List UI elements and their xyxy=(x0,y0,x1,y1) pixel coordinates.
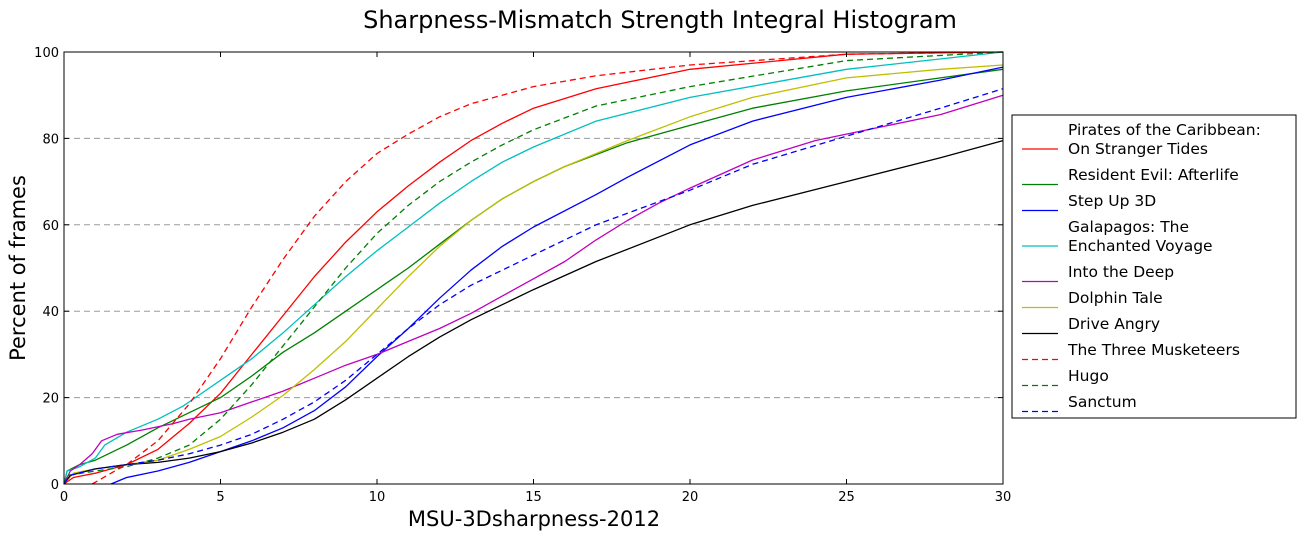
legend: Pirates of the Caribbean:On Stranger Tid… xyxy=(1011,114,1297,419)
x-tick-label: 5 xyxy=(216,490,224,505)
series-line-5 xyxy=(63,64,1004,485)
legend-label: Pirates of the Caribbean: xyxy=(1068,121,1261,139)
legend-frame xyxy=(1011,114,1297,419)
axis-ticks: 0 5 10 15 20 25 30 0 20 40 60 80 100 xyxy=(34,46,1011,505)
y-tick-label: 20 xyxy=(42,392,59,407)
series-line-8 xyxy=(63,51,1004,485)
x-tick-label: 15 xyxy=(525,490,542,505)
grid xyxy=(64,137,1003,399)
x-tick-label: 25 xyxy=(838,490,855,505)
legend-label: Drive Angry xyxy=(1068,315,1160,333)
chart-title: Sharpness-Mismatch Strength Integral His… xyxy=(363,6,957,34)
series-line-7 xyxy=(91,51,1004,485)
series-line-4 xyxy=(63,94,1004,485)
legend-label: Dolphin Tale xyxy=(1068,289,1163,307)
y-tick-label: 60 xyxy=(42,219,59,234)
legend-label: Galapagos: The xyxy=(1068,218,1189,236)
series-line-2 xyxy=(110,66,1004,485)
legend-label: The Three Musketeers xyxy=(1067,341,1240,359)
series-line-0 xyxy=(63,51,1004,485)
legend-label: Sanctum xyxy=(1068,393,1137,411)
legend-label: Into the Deep xyxy=(1068,263,1174,281)
series-line-1 xyxy=(63,68,1004,485)
x-tick-label: 20 xyxy=(682,490,699,505)
legend-label: Enchanted Voyage xyxy=(1068,237,1213,255)
legend-label: Resident Evil: Afterlife xyxy=(1068,166,1239,184)
x-tick-label: 30 xyxy=(995,490,1012,505)
series-line-9 xyxy=(63,88,1004,485)
y-tick-label: 0 xyxy=(51,478,59,493)
x-tick-label: 0 xyxy=(60,490,68,505)
x-tick-label: 10 xyxy=(369,490,386,505)
y-tick-label: 80 xyxy=(42,132,59,147)
series-line-6 xyxy=(63,139,1004,485)
series-lines xyxy=(63,51,1004,485)
plot-frame xyxy=(63,51,1004,485)
y-axis-label: Percent of frames xyxy=(6,175,30,361)
y-tick-label: 100 xyxy=(34,46,59,61)
y-tick-label: 40 xyxy=(42,305,59,320)
series-line-3 xyxy=(63,51,1004,485)
legend-label: On Stranger Tides xyxy=(1068,140,1208,158)
x-axis-label: MSU-3Dsharpness-2012 xyxy=(408,507,660,531)
legend-label: Hugo xyxy=(1068,367,1109,385)
legend-label: Step Up 3D xyxy=(1068,192,1156,210)
